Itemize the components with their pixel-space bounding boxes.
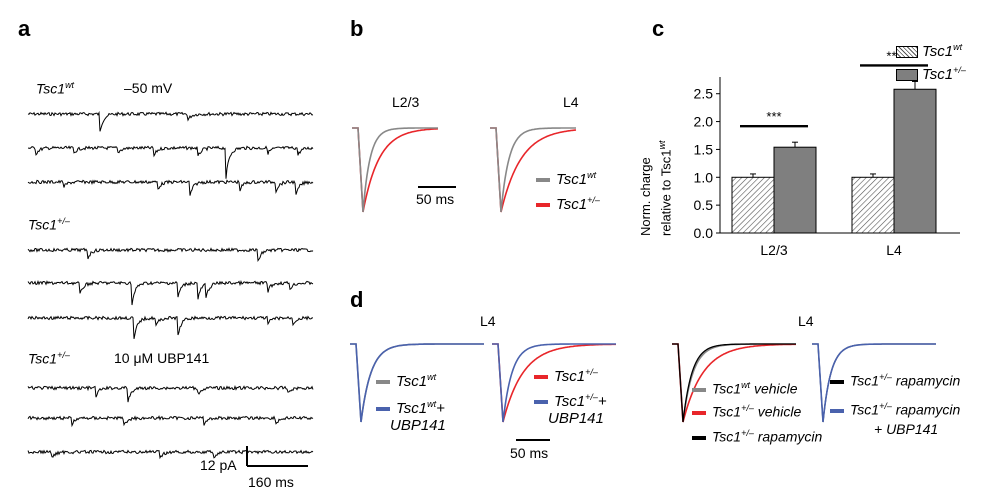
bar-het-1: [893, 88, 937, 234]
legend-swatch: [830, 408, 844, 413]
spontaneous-trace-2: [28, 145, 314, 179]
scale-bar-b: [418, 186, 456, 188]
panel-label-c: c: [652, 16, 665, 41]
bar-wt-0: [731, 176, 775, 234]
scale-y-label-a: 12 pA: [200, 457, 237, 473]
spontaneous-trace-3: [27, 179, 314, 196]
panel-label-a: a: [18, 16, 31, 41]
legend-swatch: [692, 387, 706, 392]
x-category-label: L4: [886, 242, 902, 258]
legend-d2-het-ubp: Tsc1+/–+ UBP141: [534, 389, 607, 427]
scale-x-label-b: 50 ms: [416, 191, 455, 207]
y-tick-label: 0.0: [694, 225, 714, 241]
legend-swatch: [692, 435, 706, 440]
panel-label-b: b: [350, 16, 364, 41]
legend-d1-wt-ubp: Tsc1wt+ UBP141: [376, 396, 446, 434]
trace-b-l4-het: [490, 127, 577, 213]
trace-d3-het-vehicle: [672, 343, 796, 423]
spontaneous-trace-7: [27, 384, 314, 403]
trace-b-l4-wt: [490, 127, 576, 213]
legend-d3-het-rapamycin: Tsc1+/– rapamycin: [692, 428, 822, 445]
x-category-label: L2/3: [760, 242, 787, 258]
charge-bar-chart: 0.00.51.01.52.02.5L2/3***L4***: [694, 48, 960, 258]
condition-label-het-ubp: Tsc1+/–: [28, 350, 70, 367]
legend-c-wt: Tsc1wt: [896, 42, 962, 60]
spontaneous-trace-panel: [27, 110, 314, 460]
y-tick-label: 1.0: [694, 169, 714, 185]
scale-bar-d: [516, 439, 550, 441]
legend-swatch: [830, 379, 844, 384]
spontaneous-trace-9: [27, 449, 314, 460]
legend-d3-het-vehicle: Tsc1+/– vehicle: [692, 403, 801, 420]
trace-d3-het-rapamycin: [672, 343, 796, 423]
bar-het-0: [773, 146, 817, 234]
legend-swatch: [534, 375, 548, 380]
condition-label-het: Tsc1+/–: [28, 216, 70, 233]
b-title-l4: L4: [563, 94, 579, 110]
spontaneous-trace-4: [27, 247, 314, 263]
scale-bar-a: [246, 446, 308, 467]
legend-b-wt: Tsc1wt: [536, 170, 596, 188]
spontaneous-trace-5: [27, 279, 314, 306]
y-tick-label: 1.5: [694, 141, 714, 157]
legend-hatched-swatch: [896, 46, 918, 59]
d-title-left: L4: [480, 313, 496, 329]
legend-d4-het-rapamycin: Tsc1+/– rapamycin: [830, 372, 960, 389]
legend-b-het: Tsc1+/–: [536, 195, 600, 213]
legend-swatch: [536, 178, 550, 183]
trace-d4-het-rapamycin-ubp: [812, 343, 936, 423]
significance-stars: ***: [766, 109, 781, 124]
b-title-l23: L2/3: [392, 94, 420, 110]
legend-swatch: [534, 400, 548, 405]
legend-swatch: [376, 407, 390, 412]
holding-voltage-label: –50 mV: [124, 80, 173, 96]
d-title-right: L4: [798, 313, 814, 329]
y-tick-label: 2.5: [694, 86, 714, 102]
legend-c-het: Tsc1+/–: [896, 65, 966, 83]
panel-label-d: d: [350, 287, 364, 312]
averaged-epsc-panel-d: [350, 343, 936, 423]
legend-d2-het: Tsc1+/–: [534, 367, 598, 385]
bar-wt-1: [851, 176, 895, 234]
trace-d2-het-ubp: [492, 343, 616, 423]
drug-label: 10 μM UBP141: [114, 350, 210, 366]
y-tick-label: 2.0: [694, 114, 714, 130]
condition-label-wt: Tsc1wt: [36, 80, 75, 97]
legend-d1-wt: Tsc1wt: [376, 372, 436, 390]
averaged-epsc-panel-b: [352, 127, 577, 213]
spontaneous-trace-1: [27, 110, 314, 132]
legend-d4-het-rapamycin-ubp: Tsc1+/– rapamycin + UBP141: [830, 397, 960, 439]
y-tick-label: 0.5: [694, 197, 714, 213]
trace-b-l23-wt: [352, 127, 438, 213]
legend-swatch: [692, 410, 706, 415]
trace-b-l23-het: [352, 127, 438, 213]
legend-d3-wt-vehicle: Tsc1wt vehicle: [692, 380, 798, 397]
y-axis-label-c: Norm. charge relative to Tsc1wt: [638, 140, 674, 236]
scale-x-label-a: 160 ms: [248, 474, 294, 490]
legend-swatch: [376, 380, 390, 385]
trace-d1-wt-ubp: [350, 343, 484, 423]
spontaneous-trace-6: [27, 315, 313, 339]
scale-x-label-d: 50 ms: [510, 445, 549, 461]
spontaneous-trace-8: [27, 415, 314, 428]
legend-gray-swatch: [896, 69, 918, 82]
legend-swatch: [536, 203, 550, 208]
